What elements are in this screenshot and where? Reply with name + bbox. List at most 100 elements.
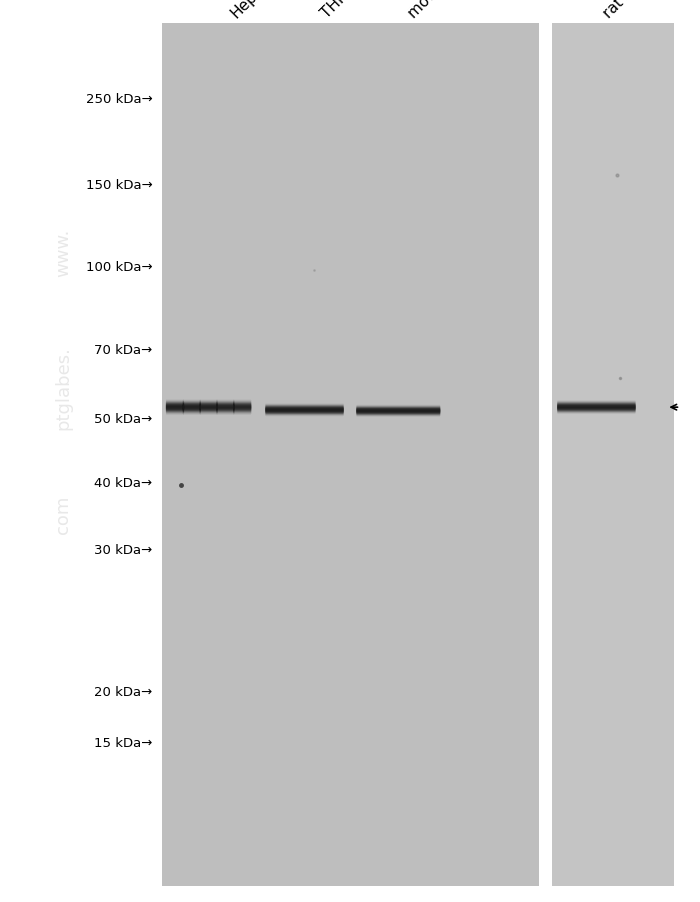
FancyBboxPatch shape xyxy=(216,405,235,409)
FancyBboxPatch shape xyxy=(233,403,251,406)
FancyBboxPatch shape xyxy=(183,409,201,411)
FancyBboxPatch shape xyxy=(216,409,235,411)
FancyBboxPatch shape xyxy=(166,410,184,413)
FancyBboxPatch shape xyxy=(356,411,440,414)
FancyBboxPatch shape xyxy=(216,408,235,410)
FancyBboxPatch shape xyxy=(183,408,201,410)
FancyBboxPatch shape xyxy=(199,410,218,412)
FancyBboxPatch shape xyxy=(183,407,201,410)
FancyBboxPatch shape xyxy=(199,406,218,409)
FancyBboxPatch shape xyxy=(199,403,218,406)
FancyBboxPatch shape xyxy=(356,411,440,413)
FancyBboxPatch shape xyxy=(216,404,235,407)
FancyBboxPatch shape xyxy=(183,402,201,405)
FancyBboxPatch shape xyxy=(356,410,440,413)
FancyBboxPatch shape xyxy=(356,407,440,410)
FancyBboxPatch shape xyxy=(166,410,184,412)
FancyBboxPatch shape xyxy=(233,408,251,410)
FancyBboxPatch shape xyxy=(183,402,201,405)
FancyBboxPatch shape xyxy=(183,405,201,408)
FancyBboxPatch shape xyxy=(356,410,440,413)
FancyBboxPatch shape xyxy=(233,410,251,413)
FancyBboxPatch shape xyxy=(557,403,636,406)
FancyBboxPatch shape xyxy=(183,410,201,412)
FancyBboxPatch shape xyxy=(199,410,218,412)
FancyBboxPatch shape xyxy=(356,408,440,410)
FancyBboxPatch shape xyxy=(199,408,218,410)
FancyBboxPatch shape xyxy=(557,403,636,406)
FancyBboxPatch shape xyxy=(166,406,184,410)
FancyBboxPatch shape xyxy=(265,409,344,412)
Text: HepG2: HepG2 xyxy=(228,0,275,21)
FancyBboxPatch shape xyxy=(166,408,184,411)
FancyBboxPatch shape xyxy=(233,410,251,412)
FancyBboxPatch shape xyxy=(166,406,184,409)
FancyBboxPatch shape xyxy=(557,403,636,406)
FancyBboxPatch shape xyxy=(216,409,235,411)
FancyBboxPatch shape xyxy=(183,403,201,406)
FancyBboxPatch shape xyxy=(166,410,184,412)
FancyBboxPatch shape xyxy=(265,410,344,413)
FancyBboxPatch shape xyxy=(265,410,344,413)
FancyBboxPatch shape xyxy=(216,406,235,409)
Text: ptglabes.: ptglabes. xyxy=(54,346,72,429)
FancyBboxPatch shape xyxy=(166,405,184,408)
FancyBboxPatch shape xyxy=(183,408,201,410)
FancyBboxPatch shape xyxy=(183,410,201,413)
FancyBboxPatch shape xyxy=(199,407,218,410)
FancyBboxPatch shape xyxy=(265,412,344,415)
FancyBboxPatch shape xyxy=(183,403,201,406)
FancyBboxPatch shape xyxy=(265,407,344,410)
FancyBboxPatch shape xyxy=(557,405,636,408)
FancyBboxPatch shape xyxy=(183,408,201,410)
FancyBboxPatch shape xyxy=(265,409,344,411)
FancyBboxPatch shape xyxy=(166,402,184,405)
FancyBboxPatch shape xyxy=(356,409,440,410)
FancyBboxPatch shape xyxy=(557,405,636,409)
FancyBboxPatch shape xyxy=(166,405,184,408)
FancyBboxPatch shape xyxy=(265,411,344,414)
FancyBboxPatch shape xyxy=(216,406,235,410)
FancyBboxPatch shape xyxy=(557,408,636,411)
FancyBboxPatch shape xyxy=(183,408,201,411)
FancyBboxPatch shape xyxy=(356,412,440,414)
FancyBboxPatch shape xyxy=(183,410,201,412)
FancyBboxPatch shape xyxy=(265,406,344,409)
FancyBboxPatch shape xyxy=(199,403,218,406)
FancyBboxPatch shape xyxy=(216,403,235,406)
FancyBboxPatch shape xyxy=(356,413,440,415)
Text: mouse liver: mouse liver xyxy=(406,0,480,21)
FancyBboxPatch shape xyxy=(265,409,344,411)
FancyBboxPatch shape xyxy=(216,402,235,405)
FancyBboxPatch shape xyxy=(265,407,344,410)
FancyBboxPatch shape xyxy=(166,404,184,407)
FancyBboxPatch shape xyxy=(356,409,440,411)
FancyBboxPatch shape xyxy=(183,410,201,412)
FancyBboxPatch shape xyxy=(216,403,235,407)
FancyBboxPatch shape xyxy=(183,405,201,409)
FancyBboxPatch shape xyxy=(233,404,251,407)
FancyBboxPatch shape xyxy=(166,410,184,412)
FancyBboxPatch shape xyxy=(166,404,184,408)
FancyBboxPatch shape xyxy=(216,407,235,410)
FancyBboxPatch shape xyxy=(233,405,251,408)
FancyBboxPatch shape xyxy=(183,405,201,408)
FancyBboxPatch shape xyxy=(216,405,235,409)
FancyBboxPatch shape xyxy=(557,410,636,412)
FancyBboxPatch shape xyxy=(183,404,201,407)
FancyBboxPatch shape xyxy=(166,409,184,411)
FancyBboxPatch shape xyxy=(265,408,344,410)
FancyBboxPatch shape xyxy=(183,406,201,409)
FancyBboxPatch shape xyxy=(557,410,636,412)
FancyBboxPatch shape xyxy=(166,407,184,410)
FancyBboxPatch shape xyxy=(557,408,636,410)
FancyBboxPatch shape xyxy=(356,413,440,416)
FancyBboxPatch shape xyxy=(199,404,218,407)
FancyBboxPatch shape xyxy=(166,405,184,408)
FancyBboxPatch shape xyxy=(356,410,440,412)
FancyBboxPatch shape xyxy=(199,408,218,410)
FancyBboxPatch shape xyxy=(183,405,201,409)
FancyBboxPatch shape xyxy=(183,406,201,409)
Text: rat liver: rat liver xyxy=(601,0,654,21)
FancyBboxPatch shape xyxy=(183,405,201,408)
